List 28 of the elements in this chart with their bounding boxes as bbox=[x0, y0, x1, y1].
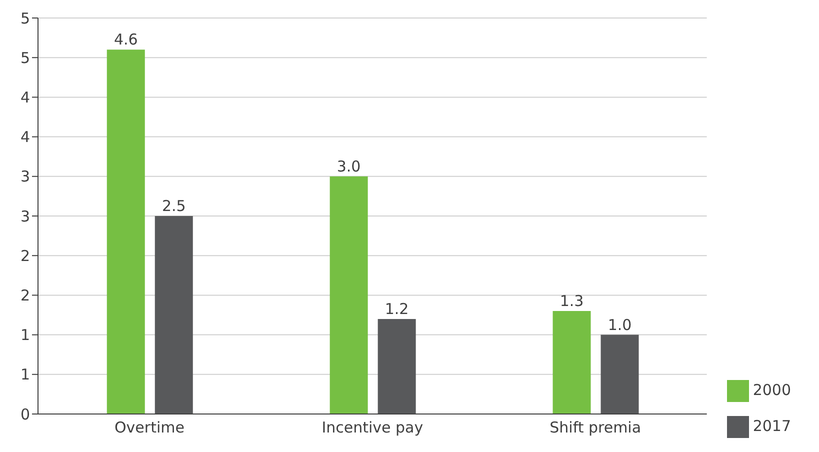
data-label: 2.5 bbox=[162, 197, 186, 215]
data-label: 4.6 bbox=[114, 30, 138, 49]
bar bbox=[106, 50, 145, 414]
bar bbox=[330, 176, 368, 414]
bar bbox=[600, 334, 639, 414]
y-tick-label: 3 bbox=[20, 207, 30, 226]
y-tick-label: 4 bbox=[20, 88, 30, 107]
y-tick-label: 5 bbox=[20, 9, 30, 28]
y-tick-label: 2 bbox=[20, 246, 30, 265]
bar bbox=[378, 318, 416, 414]
x-tick-label: Incentive pay bbox=[322, 418, 424, 437]
x-tick-label: Overtime bbox=[114, 418, 184, 437]
y-tick-label: 0 bbox=[20, 405, 30, 424]
y-tick-label: 2 bbox=[20, 286, 30, 305]
y-tick-label: 5 bbox=[20, 48, 30, 67]
data-label: 1.2 bbox=[384, 300, 409, 318]
legend-label: 2017 bbox=[752, 417, 791, 435]
x-tick-label: Shift premia bbox=[550, 418, 642, 437]
y-tick-label: 1 bbox=[20, 326, 30, 344]
legend-label: 2000 bbox=[752, 381, 791, 399]
data-label: 3.0 bbox=[336, 157, 361, 176]
data-label: 1.3 bbox=[560, 292, 584, 310]
y-tick-label: 3 bbox=[20, 168, 30, 186]
data-label: 1.0 bbox=[608, 316, 632, 334]
y-tick-label: 4 bbox=[20, 128, 30, 146]
bar bbox=[154, 216, 193, 414]
bar bbox=[552, 311, 591, 414]
y-tick-label: 1 bbox=[20, 366, 30, 384]
